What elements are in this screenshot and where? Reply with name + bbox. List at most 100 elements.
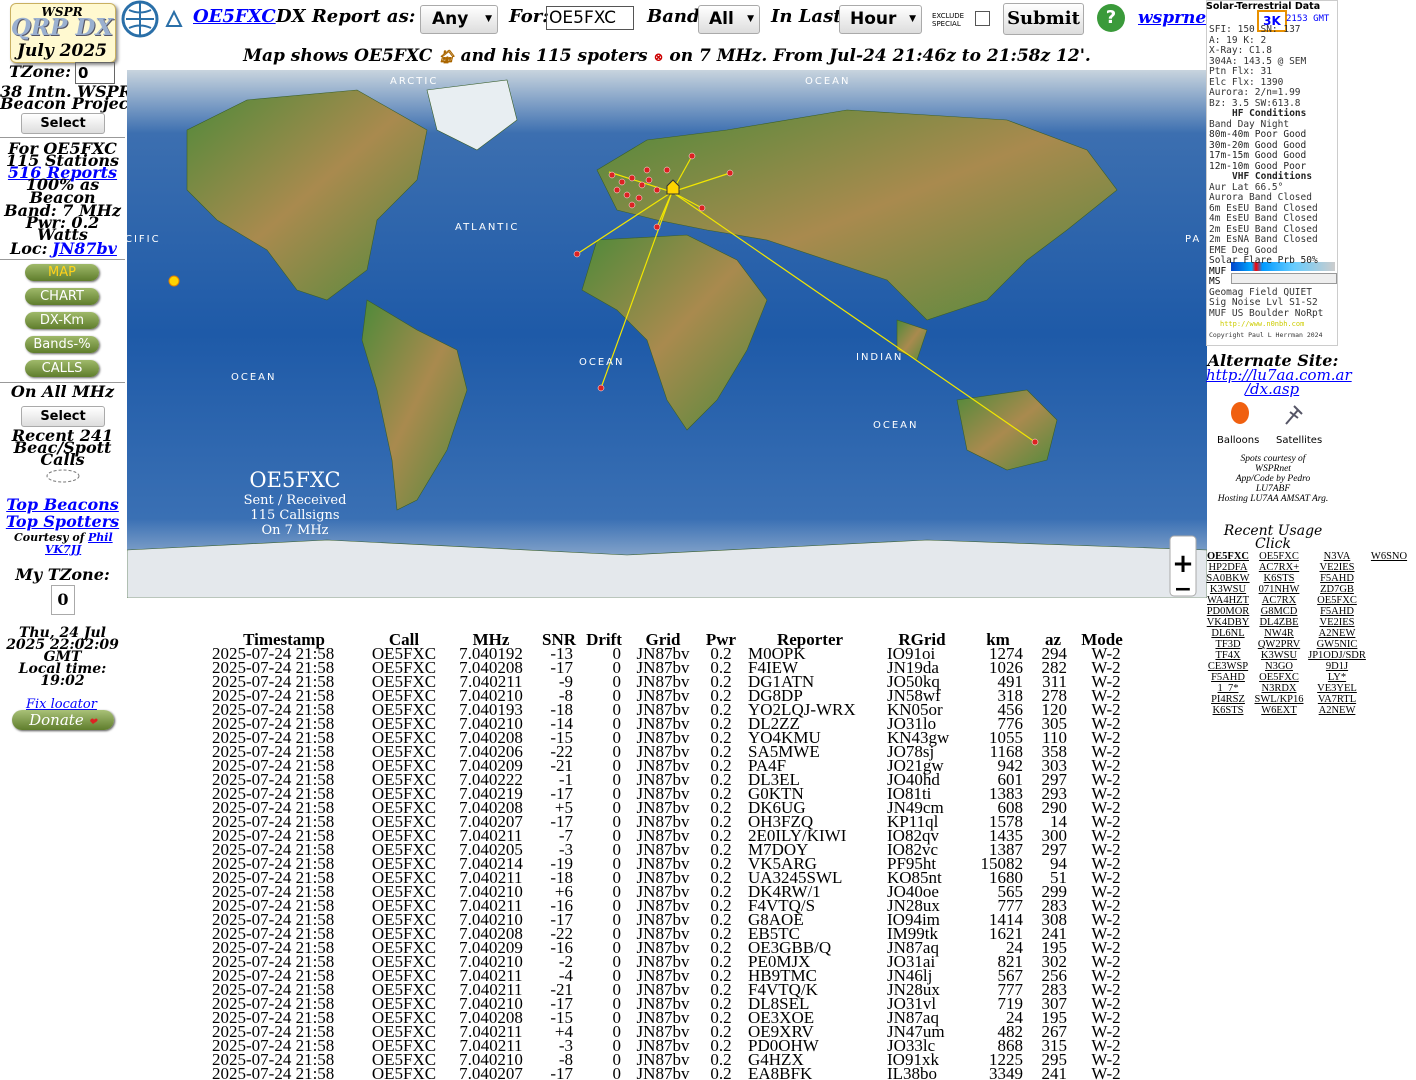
usage-link[interactable]: OE5FXC <box>1259 672 1299 683</box>
for-input[interactable]: OE5FXC <box>546 6 634 30</box>
nav-button[interactable]: CALLS <box>25 360 99 377</box>
table-cell: 0.2 <box>710 784 732 803</box>
usage-link[interactable]: OE5FXC <box>1259 551 1299 562</box>
usage-link[interactable]: PD0MOR <box>1206 606 1250 617</box>
usage-link[interactable]: G8MCD <box>1260 606 1298 617</box>
balloon-satellite-icons[interactable] <box>1228 402 1318 430</box>
usage-link[interactable]: N3VA <box>1323 551 1351 562</box>
overlay-line1: Sent / Received <box>244 493 347 508</box>
usage-link[interactable]: SA0BKW <box>1206 573 1250 584</box>
usage-link[interactable]: N3GO <box>1265 661 1293 672</box>
usage-link[interactable]: DL6NL <box>1211 628 1245 639</box>
solar-line: 12m-10m Good Poor <box>1209 160 1307 172</box>
table-cell: 0 <box>612 672 622 691</box>
usage-link[interactable]: AC7RX+ <box>1258 562 1300 573</box>
usage-link[interactable]: HP2DFA <box>1208 562 1248 573</box>
zoom-in[interactable]: + <box>1172 549 1194 579</box>
usage-link[interactable]: 071NHW <box>1258 584 1300 595</box>
top-spotters-link[interactable]: Top Spotters <box>5 512 120 531</box>
loc-link[interactable]: JN87bv <box>52 239 117 258</box>
courtesy-link2[interactable]: VK7JJ <box>45 543 82 556</box>
usage-link[interactable]: W6EXT <box>1261 705 1297 716</box>
usage-link[interactable]: 1_7* <box>1217 683 1239 694</box>
exclude-checkbox[interactable] <box>975 11 990 26</box>
usage-link[interactable]: CE3WSP <box>1207 661 1249 672</box>
balloons-link[interactable]: Balloons <box>1217 435 1260 446</box>
courtesy-link1[interactable]: Phil <box>88 531 113 544</box>
solar-line: MUF US Boulder NoRpt <box>1209 307 1324 319</box>
column-header: Reporter <box>776 630 844 649</box>
usage-link[interactable]: VE2IES <box>1319 562 1355 573</box>
usage-link[interactable]: K6STS <box>1263 573 1295 584</box>
callsign-link[interactable]: OE5FXC <box>193 6 276 27</box>
table-cell: 0.2 <box>710 980 732 999</box>
table-cell: W-2 <box>1091 840 1121 859</box>
nav-button[interactable]: MAP <box>25 264 99 281</box>
usage-link[interactable]: DL4ZBE <box>1259 617 1299 628</box>
top-beacons-link[interactable]: Top Beacons <box>6 495 119 514</box>
solar-panel[interactable] <box>1206 0 1338 346</box>
alternate-link2[interactable]: /dx.asp <box>1245 380 1300 398</box>
nav-button[interactable]: Bands-% <box>25 336 99 353</box>
reports-link[interactable]: 516 Reports <box>7 163 118 182</box>
report-select[interactable]: Any ▼ <box>420 5 498 34</box>
usage-link[interactable]: W6SNO <box>1370 551 1408 562</box>
alternate-link1[interactable]: http://lu7aa.com.ar <box>1206 366 1352 384</box>
usage-link[interactable]: OE5FXC <box>1317 595 1357 606</box>
usage-link[interactable]: A2NEW <box>1318 705 1356 716</box>
usage-link[interactable]: N3RDX <box>1261 683 1297 694</box>
table-cell: OE5FXC <box>371 1022 437 1041</box>
my-tzone-input[interactable]: 0 <box>51 585 75 615</box>
usage-link[interactable]: F5AHD <box>1320 573 1354 584</box>
submit-button[interactable]: Submit <box>1003 3 1084 35</box>
table-cell: 942 <box>997 756 1024 775</box>
usage-link[interactable]: JP1ODJ/SDR <box>1308 650 1366 661</box>
usage-link[interactable]: AC7RX <box>1261 595 1297 606</box>
usage-link[interactable]: NW4R <box>1264 628 1294 639</box>
usage-link[interactable]: F5AHD <box>1320 606 1354 617</box>
all-mhz-select[interactable]: Select <box>21 406 105 427</box>
nav-button[interactable]: DX-Km <box>25 312 99 329</box>
triangle-icon[interactable] <box>165 9 183 27</box>
usage-link[interactable]: VK4DBY <box>1206 617 1250 628</box>
usage-link[interactable]: WA4HZT <box>1207 595 1249 606</box>
table-cell: 2025-07-24 21:58 <box>212 1050 335 1069</box>
usage-link[interactable]: PI4RSZ <box>1211 694 1245 705</box>
usage-link[interactable]: K3WSU <box>1260 650 1298 661</box>
column-header: Drift <box>586 630 622 649</box>
usage-link[interactable]: ZD7GB <box>1320 584 1354 595</box>
usage-link[interactable]: SWL/KP16 <box>1254 694 1304 705</box>
last-select[interactable]: Hour ▼ <box>839 5 922 34</box>
column-header: km <box>986 630 1010 649</box>
usage-link[interactable]: K6STS <box>1212 705 1244 716</box>
table-cell: DK4RW/1 <box>748 882 821 901</box>
logo[interactable] <box>10 3 116 63</box>
table-cell: W-2 <box>1091 784 1121 803</box>
zoom-out[interactable]: − <box>1174 577 1192 598</box>
usage-link[interactable]: VE3YEL <box>1317 683 1357 694</box>
usage-link[interactable]: VE2IES <box>1319 617 1355 628</box>
usage-link[interactable]: QW2PRV <box>1257 639 1301 650</box>
tzone-input[interactable]: 0 <box>75 62 115 84</box>
satellites-link[interactable]: Satellites <box>1276 435 1323 446</box>
band-select[interactable]: All ▼ <box>698 5 760 34</box>
usage-link[interactable]: TF3D <box>1215 639 1241 650</box>
usage-link[interactable]: VA7RTL <box>1317 694 1357 705</box>
usage-link[interactable]: LY* <box>1327 672 1347 683</box>
usage-link[interactable]: F5AHD <box>1211 672 1245 683</box>
usage-link[interactable]: OE5FXC <box>1207 551 1249 562</box>
nav-button[interactable]: CHART <box>25 288 99 305</box>
usage-link[interactable]: TF4X <box>1215 650 1241 661</box>
my-tzone: My TZone: <box>15 565 110 584</box>
project-select[interactable]: Select <box>21 113 105 134</box>
usage-link[interactable]: 9D1J <box>1325 661 1349 672</box>
map[interactable]: ARCTIC OCEAN ATLANTIC CIFIC OCEAN OCEAN INDIAN… <box>127 70 1207 598</box>
fix-locator-link[interactable]: Fix locator <box>26 697 97 712</box>
donate-button[interactable]: Donate ❤ <box>12 710 114 730</box>
usage-link[interactable]: A2NEW <box>1318 628 1356 639</box>
table-cell: IO91xk <box>887 1050 939 1069</box>
usage-link[interactable]: GW5NIC <box>1316 639 1358 650</box>
usage-link[interactable]: K3WSU <box>1209 584 1247 595</box>
help-button[interactable]: ? <box>1097 4 1125 32</box>
